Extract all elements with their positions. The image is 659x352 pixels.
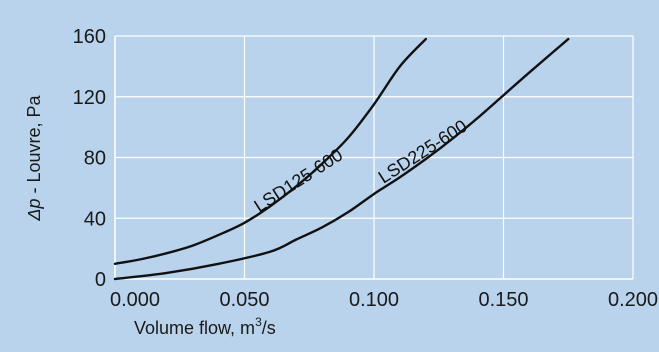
- x-tick-label: 0.200: [608, 289, 658, 311]
- x-tick-label: 0.100: [349, 289, 399, 311]
- x-tick-label: 0.000: [110, 289, 160, 311]
- x-axis-title-main: Volume flow, m: [134, 318, 255, 338]
- series-labels: LSD125-600 LSD225-600: [250, 116, 470, 216]
- y-tick-label: 160: [73, 26, 106, 48]
- y-tick-label: 40: [84, 208, 106, 230]
- x-axis-title-tail: /s: [262, 318, 276, 338]
- series-line-lsd125-600: [113, 37, 427, 266]
- x-axis-title: Volume flow, m3/s: [134, 315, 276, 338]
- grid: [114, 35, 634, 280]
- y-axis-title: Δp - Louvre, Pa: [24, 94, 44, 221]
- y-tick-label: 80: [84, 148, 106, 170]
- tick-labels: 0 40 80 120 160 0.000 0.050 0.100 0.150 0.200: [73, 26, 658, 311]
- series-line-lsd225-600: [113, 37, 570, 281]
- x-tick-label: 0.150: [478, 289, 528, 311]
- series-label: LSD125-600: [250, 145, 346, 217]
- y-axis-title-symbol: Δp: [24, 198, 44, 221]
- series: [113, 37, 570, 281]
- x-axis-title-superscript: 3: [255, 315, 262, 329]
- x-tick-label: 0.050: [219, 289, 269, 311]
- y-axis-title-rest: - Louvre, Pa: [24, 94, 44, 198]
- y-tick-label: 120: [73, 87, 106, 109]
- y-tick-label: 0: [95, 269, 106, 291]
- series-label: LSD225-600: [375, 116, 471, 188]
